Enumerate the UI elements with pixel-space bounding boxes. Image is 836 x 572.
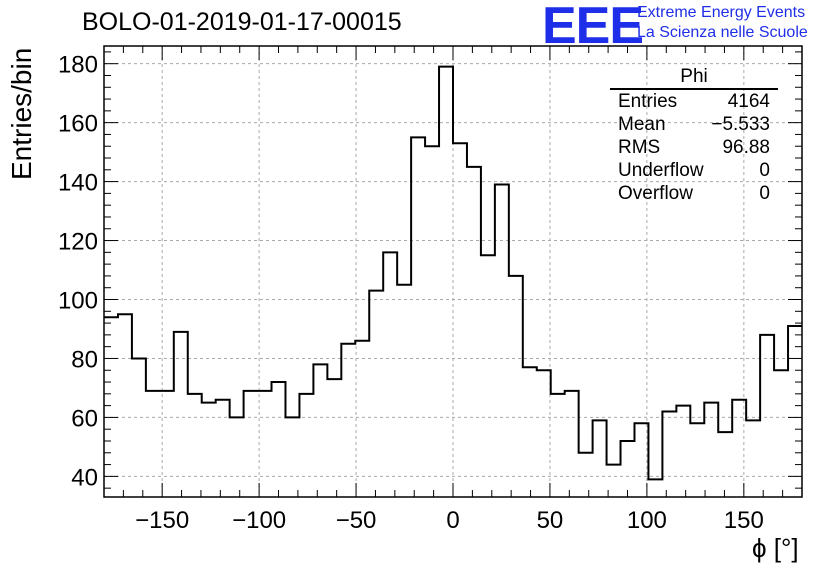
stats-row-overflow: Overflow 0 <box>610 182 778 205</box>
stats-title: Phi <box>610 66 778 90</box>
stats-label: Underflow <box>618 160 704 181</box>
stats-box: Phi Entries 4164 Mean −5.533 RMS 96.88 U… <box>610 66 778 205</box>
stats-label: Mean <box>618 114 666 135</box>
x-tick-label: −150 <box>135 507 189 534</box>
stats-value: 96.88 <box>722 137 770 158</box>
y-tick-label: 40 <box>71 464 98 491</box>
stats-row-mean: Mean −5.533 <box>610 113 778 136</box>
stats-label: Overflow <box>618 183 693 204</box>
eee-logo: EEE <box>542 0 644 55</box>
y-tick-label: 160 <box>58 111 98 138</box>
stats-value: 0 <box>759 160 770 181</box>
stats-label: RMS <box>618 137 661 158</box>
stats-label: Entries <box>618 91 678 112</box>
stats-value: −5.533 <box>711 114 770 135</box>
histogram-line <box>104 65 802 481</box>
logo-line-2: La Scienza nelle Scuole <box>637 24 808 41</box>
stats-value: 0 <box>759 183 770 204</box>
y-tick-label: 100 <box>58 288 98 315</box>
logo-caption: Extreme Energy Events La Scienza nelle S… <box>637 3 808 43</box>
stats-row-underflow: Underflow 0 <box>610 159 778 182</box>
stats-row-entries: Entries 4164 <box>610 90 778 113</box>
x-tick-label: 150 <box>724 507 764 534</box>
stats-value: 4164 <box>727 91 770 112</box>
x-tick-label: 50 <box>537 507 564 534</box>
y-tick-label: 140 <box>58 170 98 197</box>
x-tick-label: −50 <box>336 507 377 534</box>
x-axis-label: ϕ [°] <box>752 533 799 563</box>
stats-row-rms: RMS 96.88 <box>610 136 778 159</box>
y-axis-label: Entries/bin <box>6 47 37 180</box>
y-tick-label: 60 <box>71 405 98 432</box>
x-tick-label: 100 <box>627 507 667 534</box>
y-tick-label: 80 <box>71 346 98 373</box>
y-tick-label: 120 <box>58 229 98 256</box>
x-tick-label: 0 <box>446 507 459 534</box>
logo-line-1: Extreme Energy Events <box>637 4 806 21</box>
plot-title: BOLO-01-2019-01-17-00015 <box>82 8 402 36</box>
y-tick-label: 180 <box>58 52 98 79</box>
x-tick-label: −100 <box>232 507 286 534</box>
